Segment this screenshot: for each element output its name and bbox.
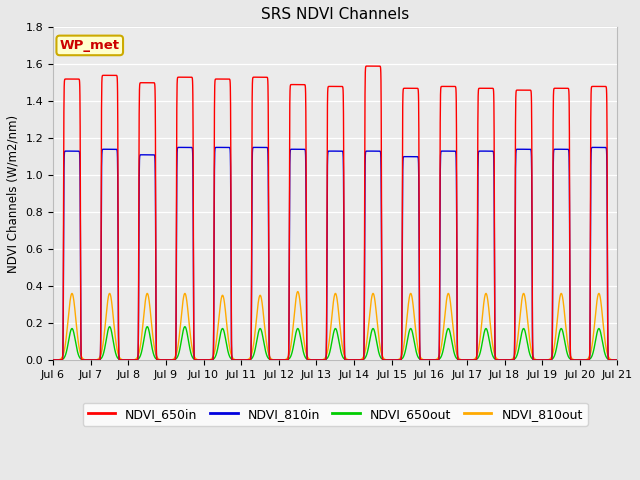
Legend: NDVI_650in, NDVI_810in, NDVI_650out, NDVI_810out: NDVI_650in, NDVI_810in, NDVI_650out, NDV… bbox=[83, 403, 588, 426]
Y-axis label: NDVI Channels (W/m2/nm): NDVI Channels (W/m2/nm) bbox=[7, 115, 20, 273]
Title: SRS NDVI Channels: SRS NDVI Channels bbox=[261, 7, 410, 22]
Text: WP_met: WP_met bbox=[60, 39, 120, 52]
